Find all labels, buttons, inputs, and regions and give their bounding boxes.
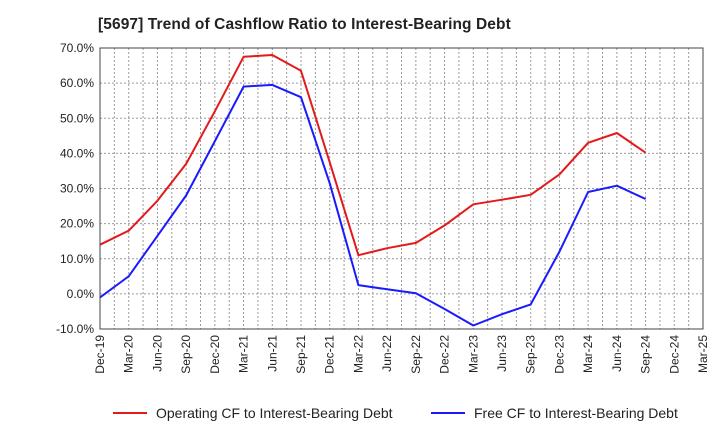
y-tick-label: 60.0% xyxy=(60,76,94,90)
series-line-operating-cf xyxy=(99,54,647,257)
x-tick-label: Jun-24 xyxy=(610,335,624,372)
series-lines xyxy=(99,54,647,327)
x-tick-label: Sep-21 xyxy=(294,335,308,374)
legend: Operating CF to Interest-Bearing Debt Fr… xyxy=(0,405,720,425)
y-tick-label: 0.0% xyxy=(67,287,95,301)
series-line-free-cf xyxy=(99,83,647,327)
x-tick-label: Dec-21 xyxy=(323,335,337,374)
y-tick-label: 50.0% xyxy=(60,111,94,125)
x-tick-label: Mar-24 xyxy=(581,335,595,373)
x-tick-label: Sep-22 xyxy=(409,335,423,374)
legend-label-operating-cf: Operating CF to Interest-Bearing Debt xyxy=(156,405,393,421)
y-axis-tick-labels: -10.0% 0.0% 10.0% 20.0% 30.0% 40.0% 50.0% 60.0%… xyxy=(56,41,94,336)
x-tick-label: Sep-20 xyxy=(179,335,193,374)
x-tick-label: Jun-21 xyxy=(265,335,279,372)
chart-title: [5697] Trend of Cashflow Ratio to Intere… xyxy=(98,16,511,33)
y-tick-label: 40.0% xyxy=(60,146,94,160)
x-tick-label: Sep-24 xyxy=(639,335,653,374)
legend-swatch-operating-cf xyxy=(113,412,147,414)
x-tick-label: Dec-24 xyxy=(667,335,681,374)
x-tick-label: Mar-21 xyxy=(237,335,251,373)
y-tick-label: 10.0% xyxy=(60,252,94,266)
legend-item-operating-cf: Operating CF to Interest-Bearing Debt xyxy=(113,405,393,421)
legend-item-free-cf: Free CF to Interest-Bearing Debt xyxy=(431,405,678,421)
x-tick-label: Dec-19 xyxy=(93,335,107,374)
y-tick-label: 30.0% xyxy=(60,182,94,196)
x-tick-label: Dec-22 xyxy=(438,335,452,374)
x-tick-label: Sep-23 xyxy=(524,335,538,374)
y-tick-label: -10.0% xyxy=(56,322,94,336)
x-tick-label: Jun-20 xyxy=(150,335,164,372)
plot-border xyxy=(99,47,704,330)
x-tick-label: Dec-20 xyxy=(208,335,222,374)
legend-swatch-free-cf xyxy=(431,412,465,414)
x-tick-label: Dec-23 xyxy=(552,335,566,374)
legend-label-free-cf: Free CF to Interest-Bearing Debt xyxy=(474,405,678,421)
x-axis-tick-labels: Dec-19 Mar-20 Jun-20 Sep-20 Dec-20 Mar-21 Jun-… xyxy=(93,335,710,374)
x-tick-label: Jun-23 xyxy=(495,335,509,372)
y-tick-label: 20.0% xyxy=(60,217,94,231)
y-tick-label: 70.0% xyxy=(60,41,94,55)
x-tick-label: Mar-20 xyxy=(122,335,136,373)
x-tick-label: Jun-22 xyxy=(380,335,394,372)
x-tick-label: Mar-22 xyxy=(351,335,365,373)
x-tick-label: Mar-25 xyxy=(696,335,710,373)
x-tick-label: Mar-23 xyxy=(466,335,480,373)
